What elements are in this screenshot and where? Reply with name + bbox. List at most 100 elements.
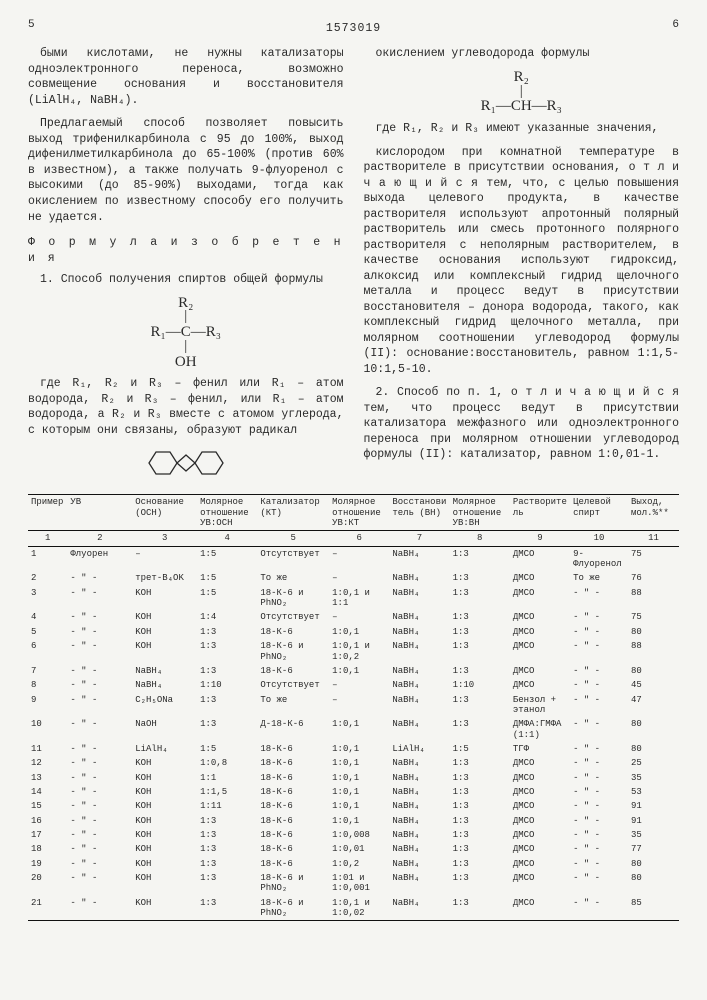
table-cell: 6 bbox=[28, 639, 67, 664]
table-cell: 1:10 bbox=[450, 678, 510, 692]
table-cell: - " - bbox=[570, 639, 628, 664]
table-cell: 1:3 bbox=[197, 896, 257, 921]
table-col-num: 10 bbox=[570, 531, 628, 546]
table-cell: 1:3 bbox=[450, 896, 510, 921]
table-cell: – bbox=[329, 571, 389, 585]
table-cell: KOH bbox=[132, 842, 197, 856]
table-row: 13- " -KOH1:118-К-61:0,1NaBH₄1:3ДМСО- " … bbox=[28, 771, 679, 785]
table-cell: ДМСО bbox=[510, 896, 570, 921]
table-row: 6- " -KOH1:318-К-6 и PhNO₂1:0,1 и 1:0,2N… bbox=[28, 639, 679, 664]
table-cell: KOH bbox=[132, 756, 197, 770]
table-cell: ДМСО bbox=[510, 625, 570, 639]
table-cell: ДМСО bbox=[510, 799, 570, 813]
table-cell: NaBH₄ bbox=[132, 678, 197, 692]
table-col-num: 3 bbox=[132, 531, 197, 546]
table-col-num: 8 bbox=[450, 531, 510, 546]
table-cell: NaBH₄ bbox=[389, 785, 449, 799]
table-cell: 1:0,1 bbox=[329, 785, 389, 799]
table-cell: 10 bbox=[28, 717, 67, 742]
table-cell: KOH bbox=[132, 785, 197, 799]
table-cell: NaBH₄ bbox=[389, 814, 449, 828]
table-cell: 75 bbox=[628, 610, 679, 624]
table-cell: KOH bbox=[132, 639, 197, 664]
claim1-lead: 1. Способ получения спиртов общей формул… bbox=[28, 272, 344, 288]
table-cell: 18-К-6 bbox=[257, 742, 329, 756]
table-cell: 18-К-6 и PhNO₂ bbox=[257, 896, 329, 921]
table-cell: 13 bbox=[28, 771, 67, 785]
table-cell: 35 bbox=[628, 828, 679, 842]
table-col-header: Основание (ОСН) bbox=[132, 495, 197, 531]
claims-heading: Ф о р м у л а и з о б р е т е н и я bbox=[28, 235, 344, 266]
table-cell: 18-К-6 bbox=[257, 842, 329, 856]
table-cell: 2 bbox=[28, 571, 67, 585]
table-cell: То же bbox=[257, 571, 329, 585]
table-cell: NaBH₄ bbox=[389, 756, 449, 770]
table-cell: 80 bbox=[628, 742, 679, 756]
table-cell: 1:5 bbox=[197, 546, 257, 571]
table-cell: 35 bbox=[628, 771, 679, 785]
table-col-header: Растворитель bbox=[510, 495, 570, 531]
table-cell: 1:3 bbox=[450, 814, 510, 828]
table-row: 11- " -LiAlH₄1:518-К-61:0,1LiAlH₄1:5ТГФ-… bbox=[28, 742, 679, 756]
table-cell: - " - bbox=[570, 625, 628, 639]
table-cell: NaBH₄ bbox=[389, 896, 449, 921]
table-col-header: Молярное отношение УВ:ВН bbox=[450, 495, 510, 531]
table-cell: трет-B₄OK bbox=[132, 571, 197, 585]
table-cell: 1:3 bbox=[197, 842, 257, 856]
table-row: 15- " -KOH1:1118-К-61:0,1NaBH₄1:3ДМСО- "… bbox=[28, 799, 679, 813]
table-cell: - " - bbox=[570, 693, 628, 718]
table-cell: - " - bbox=[570, 610, 628, 624]
table-col-num-row: 1234567891011 bbox=[28, 531, 679, 546]
table-cell: 25 bbox=[628, 756, 679, 770]
table-cell: NaBH₄ bbox=[389, 828, 449, 842]
table-row: 8- " -NaBH₄1:10Отсутствует–NaBH₄1:10ДМСО… bbox=[28, 678, 679, 692]
table-cell: 75 bbox=[628, 546, 679, 571]
table-cell: - " - bbox=[67, 571, 132, 585]
table-row: 21- " -KOH1:318-К-6 и PhNO₂1:0,1 и 1:0,0… bbox=[28, 896, 679, 921]
table-cell: 18-К-6 bbox=[257, 828, 329, 842]
table-cell: 4 bbox=[28, 610, 67, 624]
table-cell: ДМСО bbox=[510, 814, 570, 828]
table-col-header: Целевой спирт bbox=[570, 495, 628, 531]
table-col-num: 11 bbox=[628, 531, 679, 546]
table-cell: - " - bbox=[67, 842, 132, 856]
table-cell: – bbox=[329, 610, 389, 624]
table-cell: 1:10 bbox=[197, 678, 257, 692]
table-cell: 1:4 bbox=[197, 610, 257, 624]
table-cell: - " - bbox=[67, 896, 132, 921]
table-cell: 17 bbox=[28, 828, 67, 842]
table-cell: 9-Флуоренол bbox=[570, 546, 628, 571]
table-cell: - " - bbox=[67, 717, 132, 742]
table-cell: - " - bbox=[67, 586, 132, 611]
table-col-num: 4 bbox=[197, 531, 257, 546]
left-para-2: Предлагаемый способ позволяет повысить в… bbox=[28, 116, 344, 225]
table-cell: 1:0,01 bbox=[329, 842, 389, 856]
table-cell: 1:3 bbox=[197, 871, 257, 896]
table-cell: KOH bbox=[132, 625, 197, 639]
table-cell: 77 bbox=[628, 842, 679, 856]
table-cell: 1:3 bbox=[450, 664, 510, 678]
table-col-num: 2 bbox=[67, 531, 132, 546]
table-cell: - " - bbox=[67, 625, 132, 639]
table-cell: 18-К-6 bbox=[257, 857, 329, 871]
table-cell: 11 bbox=[28, 742, 67, 756]
table-cell: ДМСО bbox=[510, 828, 570, 842]
table-cell: ДМСО bbox=[510, 678, 570, 692]
table-row: 1Флуорен–1:5Отсутствует–NaBH₄1:3ДМСО9-Фл… bbox=[28, 546, 679, 571]
left-column: быми кислотами, не нужны катализаторы од… bbox=[28, 46, 344, 486]
table-cell: – bbox=[329, 546, 389, 571]
table-cell: 1:0,1 и 1:1 bbox=[329, 586, 389, 611]
table-cell: Бензол + этанол bbox=[510, 693, 570, 718]
table-cell: 80 bbox=[628, 717, 679, 742]
table-cell: Д-18-К-6 bbox=[257, 717, 329, 742]
table-cell: 1 bbox=[28, 546, 67, 571]
table-cell: 1:3 bbox=[450, 785, 510, 799]
table-row: 20- " -KOH1:318-К-6 и PhNO₂1:01 и 1:0,00… bbox=[28, 871, 679, 896]
table-cell: 18-К-6 и PhNO₂ bbox=[257, 586, 329, 611]
table-cell: Отсутствует bbox=[257, 610, 329, 624]
table-row: 16- " -KOH1:318-К-61:0,1NaBH₄1:3ДМСО- " … bbox=[28, 814, 679, 828]
table-cell: 1:3 bbox=[450, 639, 510, 664]
table-col-num: 1 bbox=[28, 531, 67, 546]
table-cell: ДМСО bbox=[510, 664, 570, 678]
table-cell: 1:5 bbox=[197, 742, 257, 756]
